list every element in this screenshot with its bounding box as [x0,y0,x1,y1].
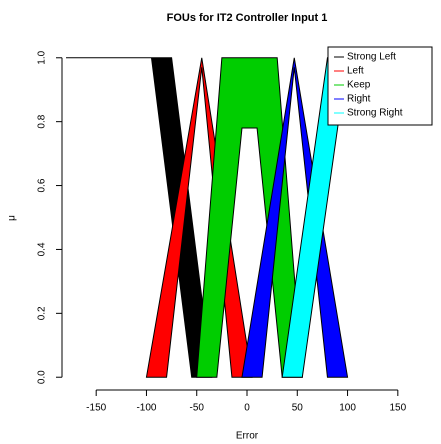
legend-label: Strong Right [347,108,403,119]
legend-label: Left [347,66,364,77]
x-tick-label: -50 [190,403,205,414]
legend-label: Keep [347,80,371,91]
y-tick-label: 0.4 [37,242,48,256]
legend-box [327,46,433,126]
fou-region [66,57,213,378]
y-tick-label: 0.2 [37,306,48,320]
x-tick-label: -150 [86,403,106,414]
chart-title: FOUs for IT2 Controller Input 1 [167,12,328,24]
y-tick-label: 1.0 [37,50,48,64]
legend-label: Strong Left [347,52,396,63]
x-tick-label: 150 [389,403,406,414]
y-tick-label: 0.0 [37,370,48,384]
x-tick-label: 100 [339,403,356,414]
x-tick-label: -100 [136,403,156,414]
y-tick-label: 0.8 [37,114,48,128]
y-axis-label: μ [7,215,18,221]
y-tick-label: 0.6 [37,178,48,192]
legend-label: Right [347,94,371,105]
x-tick-label: 0 [244,403,250,414]
x-tick-label: 50 [292,403,304,414]
x-axis-label: Error [236,431,259,442]
fou-region [145,57,253,378]
fou-region [241,57,349,378]
